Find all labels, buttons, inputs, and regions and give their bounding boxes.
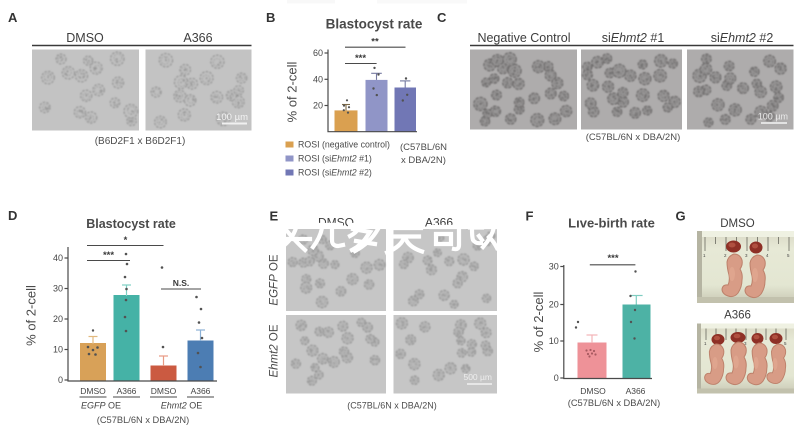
svg-text:3: 3 xyxy=(744,341,747,346)
svg-text:DMSO: DMSO xyxy=(66,31,104,45)
svg-text:(C57BL/6N x DBA/2N): (C57BL/6N x DBA/2N) xyxy=(347,401,437,411)
svg-text:100 µm: 100 µm xyxy=(216,112,248,123)
svg-text:A366: A366 xyxy=(724,310,751,322)
svg-text:E: E xyxy=(270,209,279,224)
svg-text:20: 20 xyxy=(549,300,559,310)
svg-text:ROSI (siEhmt2 #2): ROSI (siEhmt2 #2) xyxy=(298,168,372,178)
svg-text:(C57BL/6N: (C57BL/6N xyxy=(400,142,447,153)
svg-text:siEhmt2 #1: siEhmt2 #1 xyxy=(602,31,665,45)
svg-text:EGFP OE: EGFP OE xyxy=(269,254,281,305)
svg-text:DMSO: DMSO xyxy=(80,386,106,396)
svg-text:2: 2 xyxy=(724,253,727,258)
svg-text:C: C xyxy=(437,10,447,25)
svg-text:DMSO: DMSO xyxy=(720,218,755,230)
svg-text:**: ** xyxy=(371,37,379,48)
svg-text:0: 0 xyxy=(554,373,559,383)
svg-text:20: 20 xyxy=(313,101,323,111)
svg-text:4: 4 xyxy=(766,253,769,258)
svg-text:Negative Control: Negative Control xyxy=(477,31,570,45)
svg-text:% of 2-cell: % of 2-cell xyxy=(285,62,300,123)
svg-text:Ehmt2 OE: Ehmt2 OE xyxy=(161,401,203,411)
svg-text:Ehmt2 OE: Ehmt2 OE xyxy=(269,324,281,377)
svg-text:(C57BL/6N x DBA/2N): (C57BL/6N x DBA/2N) xyxy=(568,398,660,408)
svg-text:A366: A366 xyxy=(183,31,212,45)
svg-text:3: 3 xyxy=(745,253,748,258)
svg-text:A366: A366 xyxy=(117,386,137,396)
svg-text:***: *** xyxy=(355,53,366,64)
svg-text:(C57BL/6N x DBA/2N): (C57BL/6N x DBA/2N) xyxy=(97,415,189,425)
svg-text:60: 60 xyxy=(313,48,323,58)
svg-text:A366: A366 xyxy=(626,386,646,396)
svg-text:% of 2-cell: % of 2-cell xyxy=(24,285,39,346)
svg-text:EGFP OE: EGFP OE xyxy=(81,401,121,411)
svg-text:100 µm: 100 µm xyxy=(758,112,788,122)
svg-text:(C57BL/6N x DBA/2N): (C57BL/6N x DBA/2N) xyxy=(586,132,681,143)
svg-text:30: 30 xyxy=(53,284,63,294)
svg-text:Blastocyst rate: Blastocyst rate xyxy=(86,217,176,231)
svg-text:*: * xyxy=(124,235,128,246)
svg-text:B: B xyxy=(266,10,275,25)
svg-text:G: G xyxy=(676,209,686,224)
svg-text:A: A xyxy=(8,10,18,25)
svg-text:20: 20 xyxy=(53,314,63,324)
svg-text:40: 40 xyxy=(53,253,63,263)
svg-text:siEhmt2 #2: siEhmt2 #2 xyxy=(711,31,774,45)
svg-text:ROSI (siEhmt2 #1): ROSI (siEhmt2 #1) xyxy=(298,154,372,164)
svg-text:10: 10 xyxy=(53,345,63,355)
svg-text:D: D xyxy=(8,208,17,223)
svg-text:A366: A366 xyxy=(191,386,211,396)
svg-text:500 µm: 500 µm xyxy=(463,372,492,382)
svg-text:10: 10 xyxy=(549,336,559,346)
svg-text:DMSO: DMSO xyxy=(151,386,177,396)
svg-text:Blastocyst rate: Blastocyst rate xyxy=(326,17,423,32)
svg-text:40: 40 xyxy=(313,74,323,84)
svg-text:0: 0 xyxy=(58,375,63,385)
svg-text:***: *** xyxy=(607,253,618,264)
svg-text:1: 1 xyxy=(704,341,707,346)
svg-text:5: 5 xyxy=(787,253,790,258)
svg-text:1: 1 xyxy=(703,253,706,258)
svg-text:x DBA/2N): x DBA/2N) xyxy=(401,155,446,166)
svg-text:30: 30 xyxy=(549,262,559,272)
svg-text:% of 2-cell: % of 2-cell xyxy=(531,292,546,353)
svg-text:(B6D2F1 x B6D2F1): (B6D2F1 x B6D2F1) xyxy=(95,136,186,147)
svg-text:Live-birth rate: Live-birth rate xyxy=(568,216,655,231)
svg-text:N.S.: N.S. xyxy=(173,278,190,288)
svg-text:DMSO: DMSO xyxy=(580,386,606,396)
svg-text:***: *** xyxy=(103,250,114,261)
svg-text:5: 5 xyxy=(784,341,787,346)
svg-text:ROSI (negative control): ROSI (negative control) xyxy=(298,140,390,150)
svg-text:F: F xyxy=(526,209,534,224)
